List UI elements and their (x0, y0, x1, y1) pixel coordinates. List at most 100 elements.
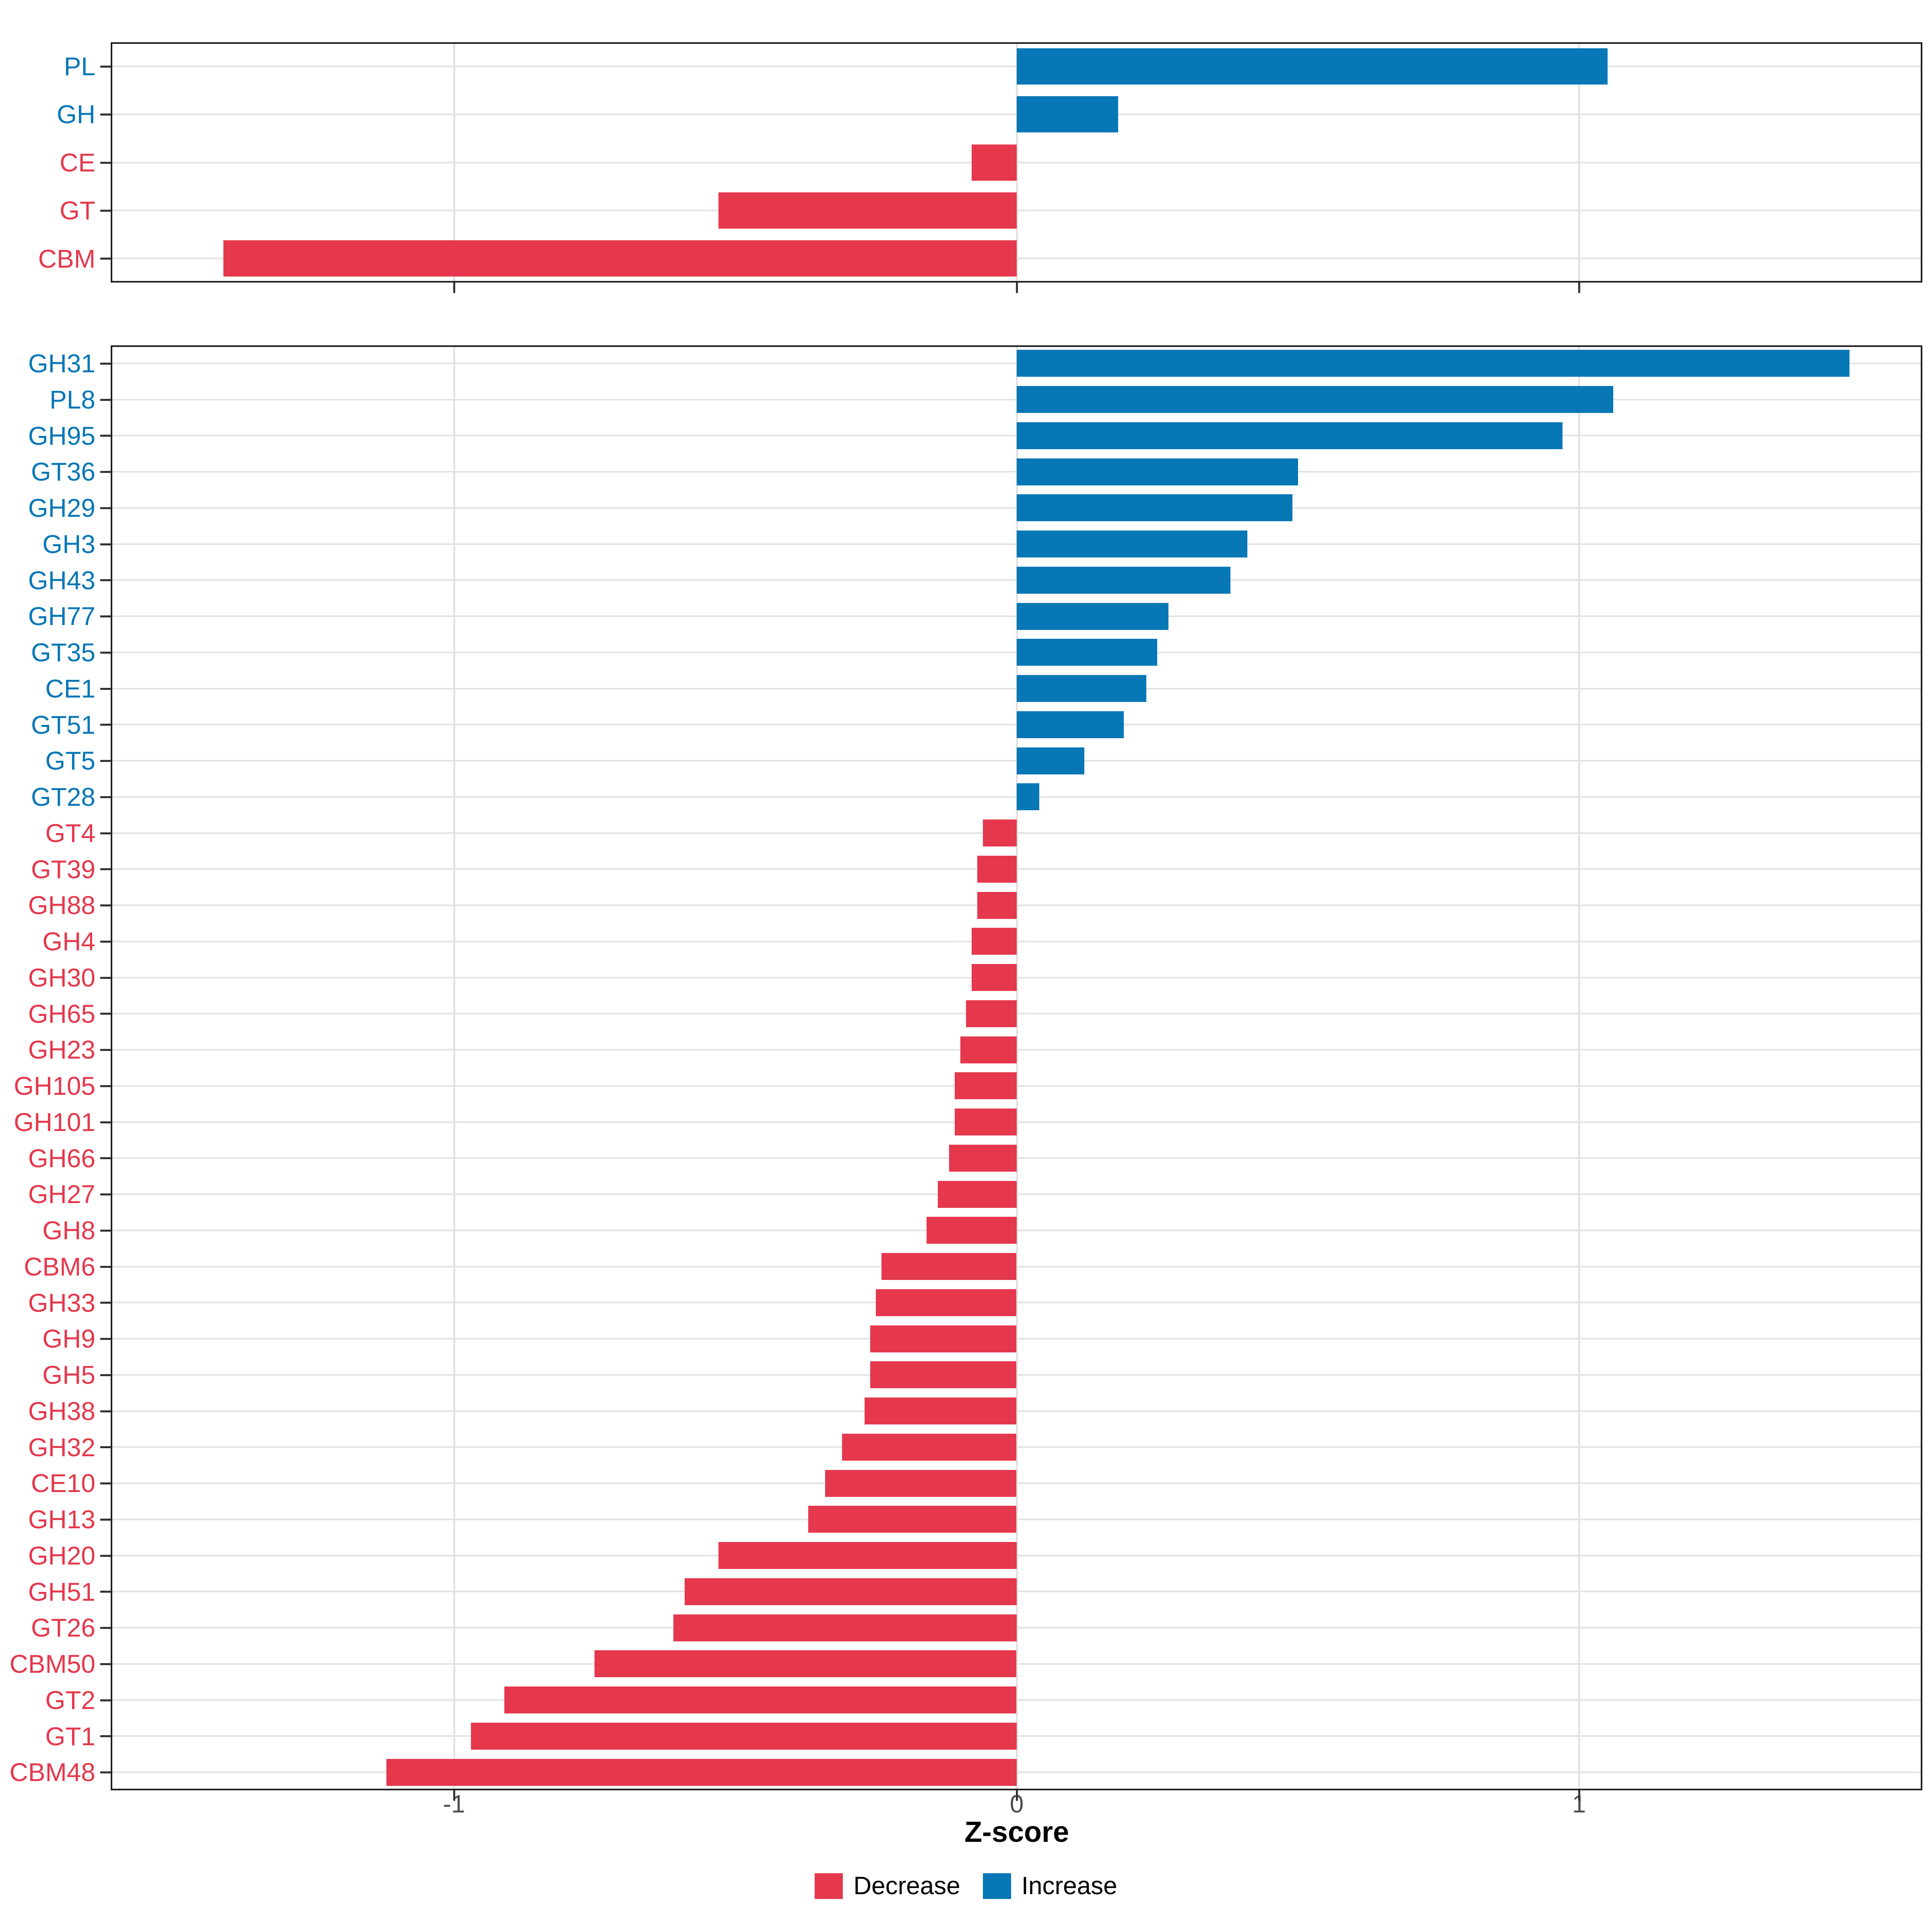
category-label-GT26: GT26 (31, 1613, 95, 1642)
horizontal-gridline (111, 543, 1922, 545)
bar-GT2 (504, 1686, 1016, 1713)
category-label-GH20: GH20 (28, 1541, 95, 1570)
bar-CE (972, 144, 1017, 181)
category-label-GH95: GH95 (28, 421, 95, 450)
horizontal-gridline (111, 760, 1922, 762)
y-axis-tick (100, 1049, 111, 1051)
y-axis-tick (100, 1663, 111, 1665)
category-label-GH51: GH51 (28, 1577, 95, 1606)
y-axis-tick (100, 615, 111, 617)
y-axis-tick (100, 543, 111, 545)
y-axis-tick (100, 868, 111, 870)
y-axis-tick (100, 1627, 111, 1629)
category-label-GH3: GH3 (42, 529, 95, 559)
category-label-GT5: GT5 (45, 746, 95, 775)
category-label-CE1: CE1 (45, 674, 96, 703)
x-axis-tick-1 (1578, 1790, 1580, 1801)
y-axis-tick (100, 1446, 111, 1448)
bar-GT1 (471, 1723, 1017, 1750)
y-axis-tick (100, 1519, 111, 1521)
bar-GH23 (960, 1036, 1017, 1063)
horizontal-gridline (111, 688, 1922, 689)
y-axis-tick (100, 258, 111, 260)
category-label-PL: PL (64, 52, 95, 81)
horizontal-gridline (111, 1482, 1922, 1484)
bar-GT36 (1017, 458, 1298, 485)
legend-label-increase: Increase (1021, 1872, 1117, 1900)
bar-GH4 (972, 928, 1017, 955)
category-label-GT1: GT1 (45, 1721, 95, 1751)
bar-GH101 (955, 1108, 1017, 1135)
horizontal-gridline (111, 1519, 1922, 1520)
y-axis-tick (100, 399, 111, 401)
horizontal-gridline (111, 471, 1922, 473)
y-axis-tick (100, 904, 111, 906)
y-axis-tick (100, 1591, 111, 1593)
category-label-GH13: GH13 (28, 1505, 95, 1534)
top-panel (111, 42, 1922, 283)
category-label-CBM: CBM (38, 244, 95, 273)
category-label-GT: GT (60, 196, 95, 225)
bar-GH65 (966, 1000, 1017, 1027)
x-axis-tick--1 (453, 283, 455, 293)
category-label-GH77: GH77 (28, 601, 95, 631)
bar-CE10 (825, 1470, 1016, 1497)
horizontal-gridline (111, 579, 1922, 581)
vertical-gridline-0 (1016, 345, 1018, 1790)
bar-GH33 (876, 1289, 1016, 1316)
horizontal-gridline (111, 114, 1922, 115)
y-axis-tick (100, 471, 111, 473)
bar-GT (718, 192, 1017, 229)
bar-GH105 (955, 1072, 1017, 1099)
horizontal-gridline (111, 724, 1922, 725)
y-axis-tick (100, 1771, 111, 1773)
bottom-panel (111, 345, 1922, 1790)
horizontal-gridline (111, 1446, 1922, 1448)
category-label-GH9: GH9 (42, 1324, 95, 1353)
bar-GH38 (865, 1397, 1016, 1424)
bar-GT51 (1017, 711, 1124, 738)
y-axis-tick (100, 210, 111, 212)
category-label-GH8: GH8 (42, 1216, 95, 1245)
y-axis-tick (100, 1013, 111, 1015)
horizontal-gridline (111, 1266, 1922, 1267)
y-axis-tick (100, 1338, 111, 1340)
bar-GT39 (977, 856, 1017, 883)
bar-GH43 (1017, 567, 1230, 594)
y-axis-tick (100, 688, 111, 690)
x-axis-tick--1 (453, 1790, 455, 1801)
category-label-GT51: GT51 (31, 710, 95, 739)
category-label-GH5: GH5 (42, 1360, 95, 1389)
y-axis-tick (100, 579, 111, 581)
x-axis-tick-1 (1578, 283, 1580, 293)
bar-GH (1017, 96, 1118, 132)
y-axis-tick (100, 1085, 111, 1087)
y-axis-tick (100, 1699, 111, 1701)
bar-GH30 (972, 964, 1017, 991)
category-label-GH105: GH105 (14, 1071, 95, 1100)
y-axis-tick (100, 1482, 111, 1484)
category-label-GH23: GH23 (28, 1035, 95, 1064)
bar-GH13 (808, 1506, 1016, 1533)
bar-GH8 (927, 1217, 1017, 1244)
horizontal-gridline (111, 1338, 1922, 1340)
category-label-GT35: GT35 (31, 638, 95, 667)
category-label-CE10: CE10 (31, 1468, 95, 1498)
bar-CBM6 (881, 1253, 1016, 1280)
horizontal-gridline (111, 796, 1922, 798)
x-axis-tick-0 (1016, 283, 1018, 293)
category-label-GH33: GH33 (28, 1288, 95, 1317)
bar-GH95 (1017, 422, 1563, 449)
horizontal-gridline (111, 1374, 1922, 1376)
bar-GH77 (1017, 603, 1168, 630)
y-axis-tick (100, 1157, 111, 1159)
horizontal-gridline (111, 652, 1922, 653)
category-label-GH38: GH38 (28, 1396, 95, 1426)
y-axis-tick (100, 363, 111, 365)
category-label-GH: GH (57, 99, 95, 129)
category-label-GH43: GH43 (28, 566, 95, 595)
y-axis-tick (100, 941, 111, 943)
vertical-gridline--1 (453, 345, 455, 1790)
x-axis-tick-0 (1016, 1790, 1018, 1801)
